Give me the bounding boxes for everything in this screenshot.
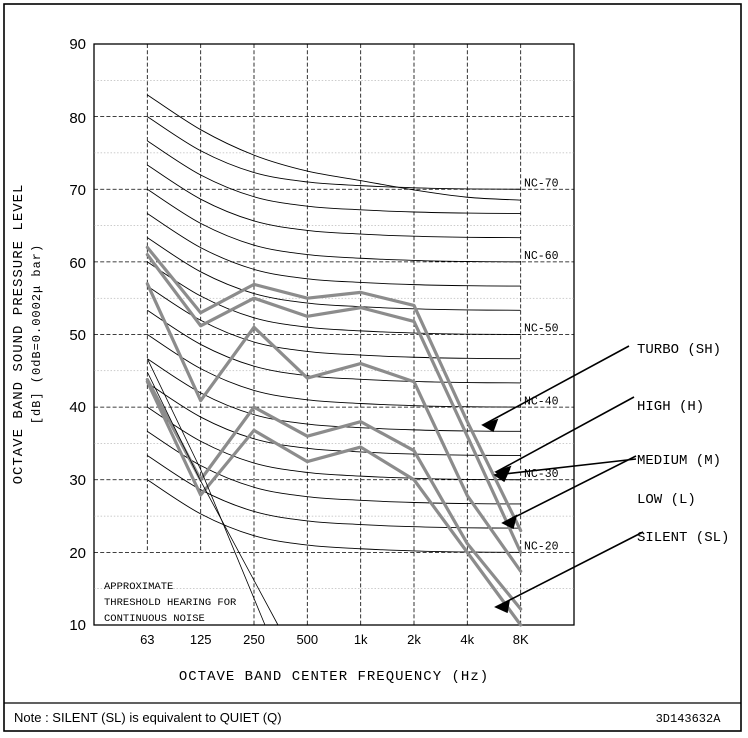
svg-text:HIGH (H): HIGH (H) [637,399,704,415]
svg-text:8K: 8K [513,632,529,647]
svg-text:3D143632A: 3D143632A [656,712,722,726]
svg-text:LOW (L): LOW (L) [637,492,696,508]
svg-text:OCTAVE BAND SOUND PRESSURE LEV: OCTAVE BAND SOUND PRESSURE LEVEL [11,184,27,485]
svg-text:SILENT (SL): SILENT (SL) [637,530,729,546]
svg-text:500: 500 [296,632,318,647]
svg-text:NC-70: NC-70 [524,178,559,191]
svg-text:50: 50 [69,327,86,344]
svg-text:63: 63 [140,632,154,647]
svg-text:Note : SILENT (SL) is equivale: Note : SILENT (SL) is equivalent to QUIE… [14,710,282,725]
svg-text:30: 30 [69,472,86,489]
svg-text:20: 20 [69,545,86,562]
svg-text:4k: 4k [460,632,474,647]
svg-text:THRESHOLD HEARING FOR: THRESHOLD HEARING FOR [104,597,237,609]
svg-text:NC-60: NC-60 [524,250,559,263]
svg-text:125: 125 [190,632,212,647]
svg-text:NC-50: NC-50 [524,323,559,336]
svg-text:APPROXIMATE: APPROXIMATE [104,581,173,593]
svg-text:90: 90 [69,36,86,53]
svg-text:NC-20: NC-20 [524,541,559,554]
svg-text:MEDIUM (M): MEDIUM (M) [637,453,721,469]
svg-text:TURBO (SH): TURBO (SH) [637,342,721,358]
svg-text:250: 250 [243,632,265,647]
svg-text:10: 10 [69,617,86,634]
svg-text:80: 80 [69,110,86,127]
svg-text:[dB] (0dB=0.0002μ bar): [dB] (0dB=0.0002μ bar) [30,244,44,424]
svg-text:CONTINUOUS NOISE: CONTINUOUS NOISE [104,613,205,625]
svg-text:60: 60 [69,255,86,272]
svg-text:40: 40 [69,399,86,416]
svg-text:2k: 2k [407,632,421,647]
svg-text:NC-40: NC-40 [524,395,559,408]
svg-text:OCTAVE BAND CENTER FREQUENCY (: OCTAVE BAND CENTER FREQUENCY (Hz) [179,669,489,685]
svg-text:70: 70 [69,182,86,199]
svg-text:1k: 1k [354,632,368,647]
